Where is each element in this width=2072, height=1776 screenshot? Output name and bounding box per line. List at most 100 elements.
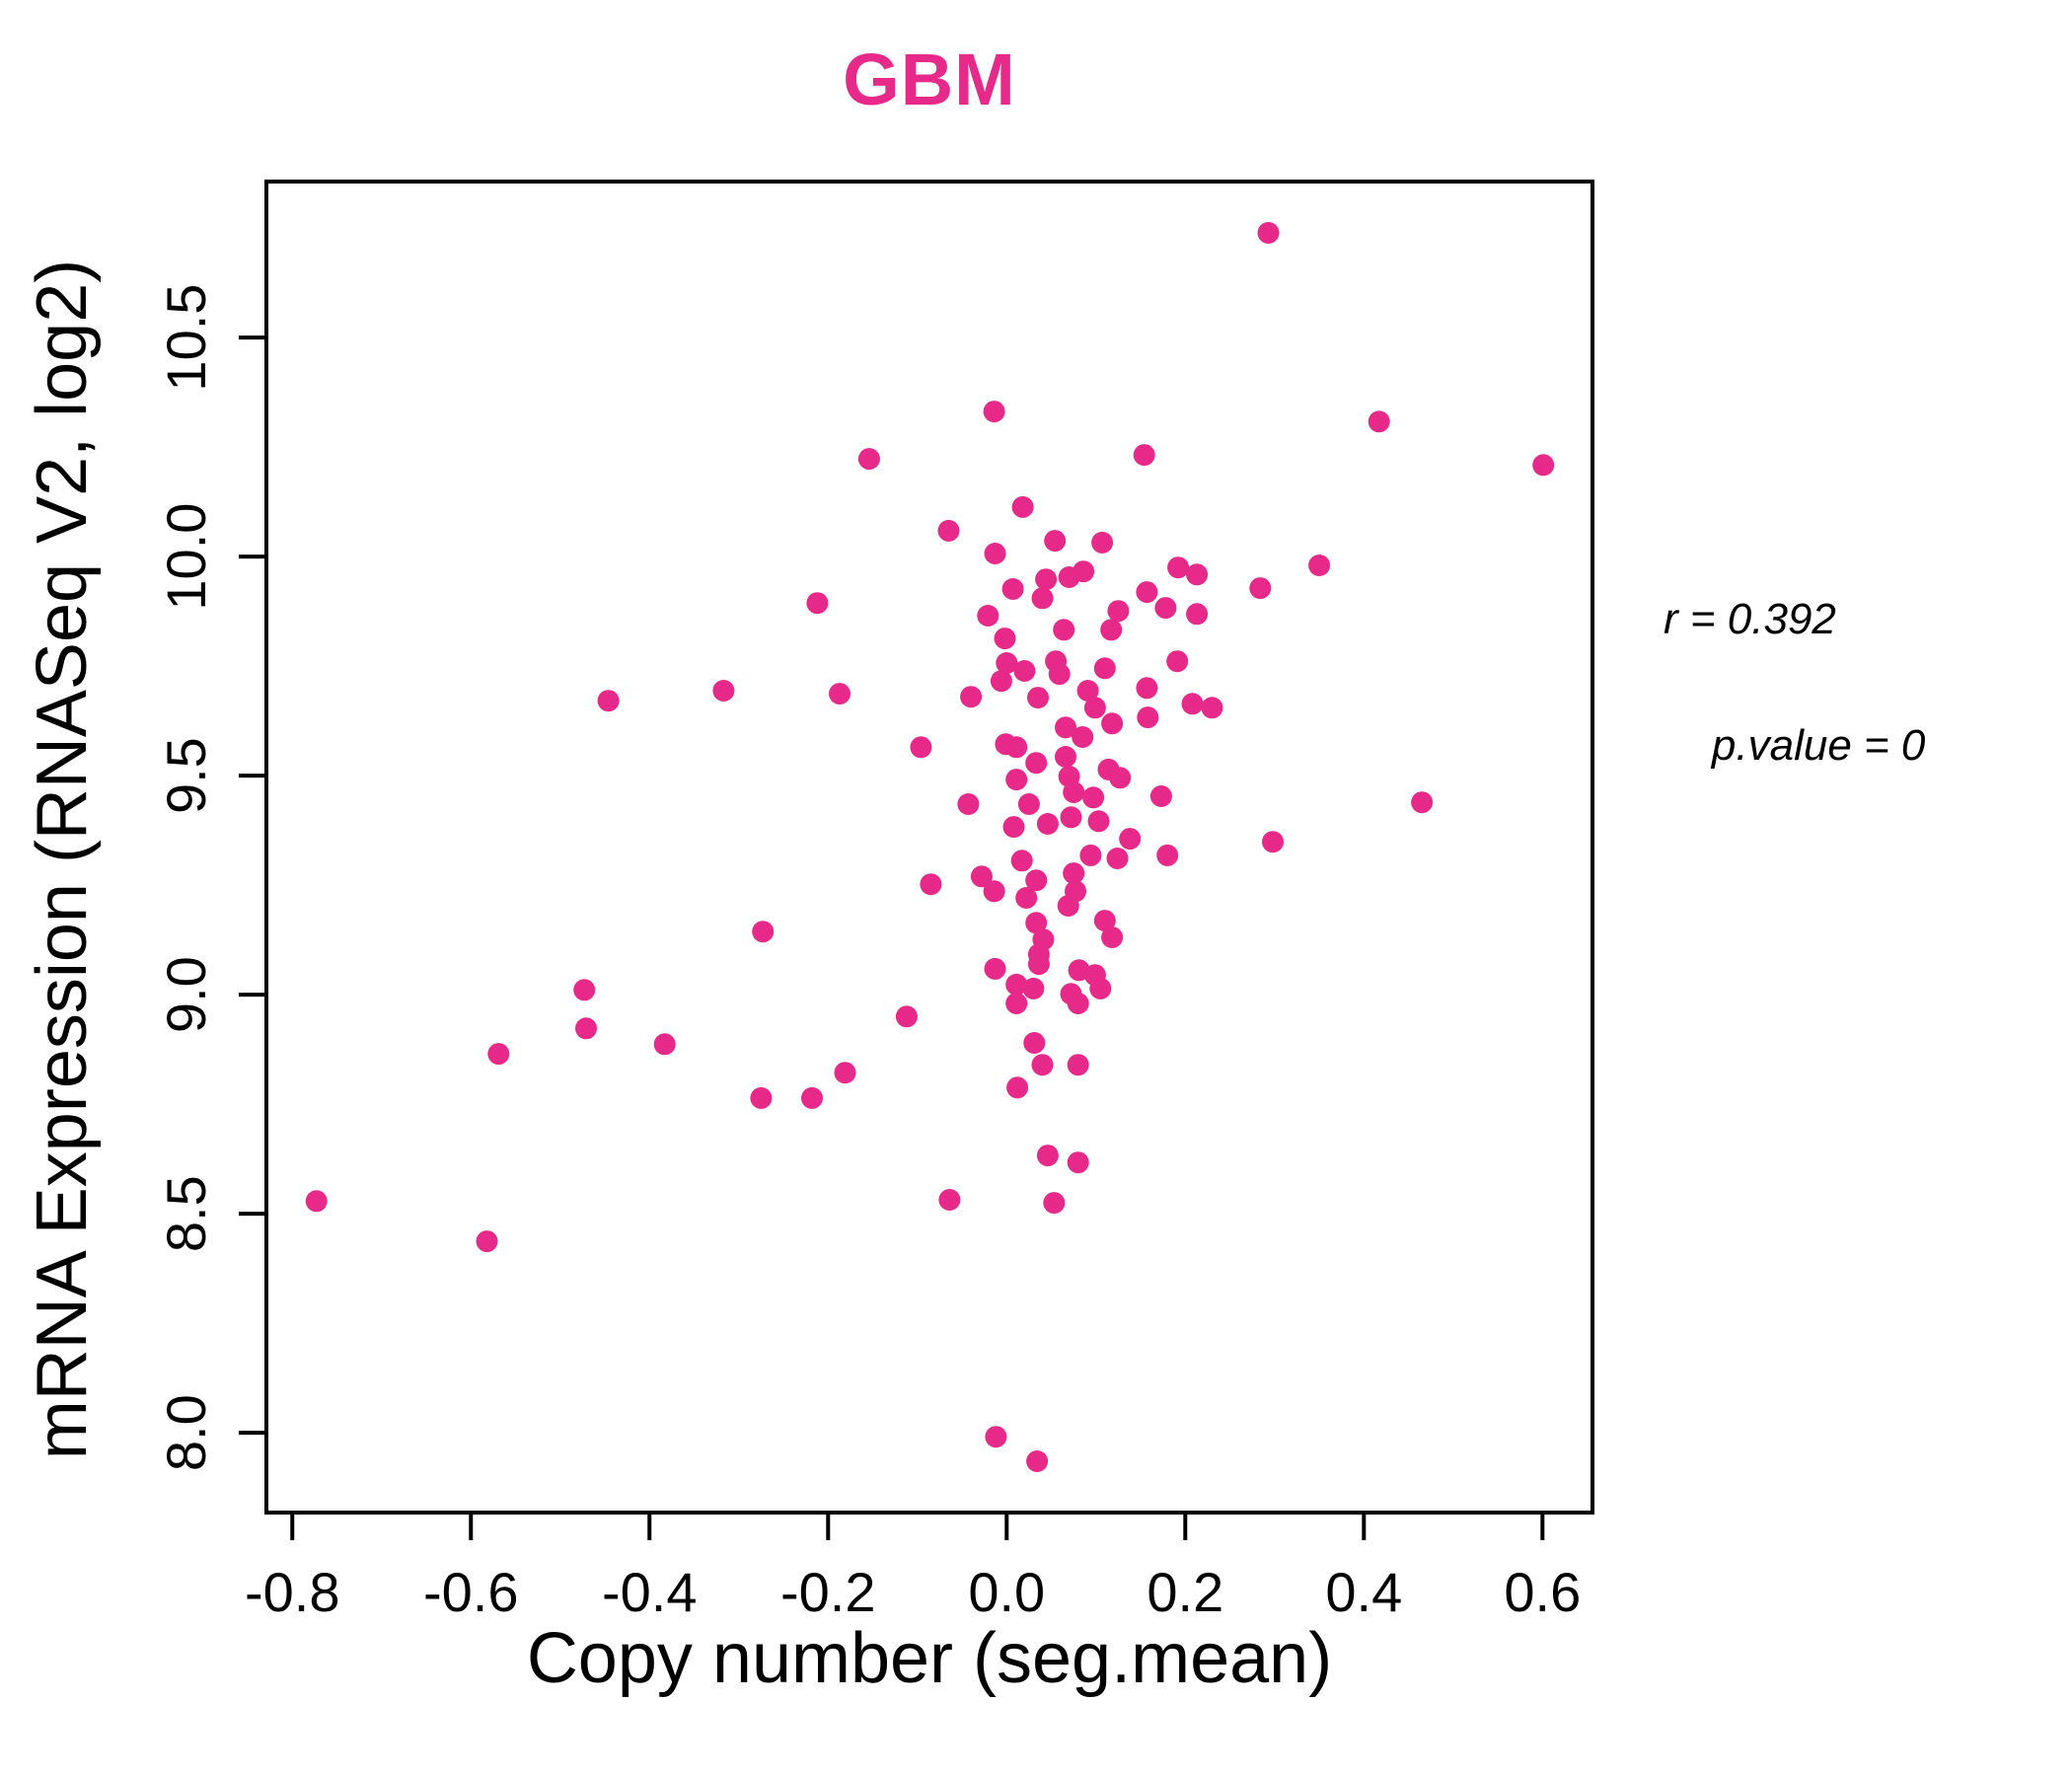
data-point	[1093, 657, 1116, 680]
data-point	[1025, 752, 1048, 775]
data-point	[1057, 895, 1079, 917]
y-tick-label: 10.0	[155, 503, 217, 611]
data-point	[1067, 1151, 1089, 1174]
data-point	[1005, 973, 1028, 996]
data-point	[1026, 1450, 1049, 1472]
data-point	[1101, 712, 1124, 735]
data-point	[1201, 697, 1223, 719]
data-point	[983, 880, 1005, 903]
data-point	[1249, 577, 1272, 600]
data-point	[573, 979, 596, 1001]
data-point	[1022, 977, 1045, 999]
data-point	[938, 1189, 961, 1211]
x-tick-label: 0.6	[1504, 1561, 1581, 1623]
data-point	[1133, 444, 1155, 467]
data-point	[983, 401, 1005, 423]
data-point	[1181, 693, 1204, 715]
data-point	[1079, 844, 1102, 866]
data-point	[1035, 568, 1058, 591]
data-point	[1100, 619, 1123, 641]
data-point	[1073, 560, 1095, 583]
data-point	[1137, 706, 1159, 729]
x-tick-label: -0.8	[245, 1561, 340, 1623]
data-point	[1166, 650, 1189, 673]
data-point	[1119, 828, 1142, 851]
data-point	[996, 652, 1018, 674]
data-point	[1411, 791, 1434, 814]
x-axis-label: Copy number (seg.mean)	[526, 1619, 1333, 1698]
data-point	[752, 921, 775, 943]
data-point	[750, 1086, 773, 1109]
data-point	[960, 686, 983, 708]
data-point	[1262, 831, 1284, 853]
data-point	[937, 519, 960, 542]
data-point	[476, 1230, 498, 1253]
y-tick-label: 10.5	[155, 284, 217, 392]
data-point	[1017, 793, 1040, 815]
x-tick-label: 0.0	[968, 1561, 1045, 1623]
data-point	[984, 543, 1006, 564]
y-axis-label: mRNA Expression (RNASeq V2, log2)	[23, 259, 102, 1460]
data-point	[1031, 1054, 1054, 1076]
data-point	[1107, 600, 1130, 623]
p-value-text: p.value = 0	[1711, 721, 1926, 770]
data-point	[1186, 603, 1209, 626]
data-point	[1015, 887, 1038, 909]
data-point	[1001, 578, 1024, 600]
data-point	[1072, 726, 1094, 748]
data-point	[806, 592, 829, 615]
data-point	[1136, 581, 1158, 604]
data-point	[1101, 926, 1124, 948]
data-point	[1010, 850, 1033, 872]
data-point	[1025, 912, 1048, 934]
data-point	[1005, 993, 1028, 1014]
data-point	[995, 733, 1017, 756]
data-point	[970, 865, 993, 888]
data-point	[1082, 786, 1105, 809]
data-point	[1023, 1032, 1046, 1054]
data-point	[920, 873, 942, 896]
data-point	[1091, 531, 1114, 554]
data-point	[1083, 697, 1106, 719]
data-point	[1067, 993, 1089, 1014]
data-point	[994, 628, 1016, 650]
data-point	[1027, 953, 1050, 976]
r-value-text: r = 0.392	[1664, 595, 1836, 643]
data-point	[1149, 785, 1172, 807]
data-point	[653, 1033, 676, 1056]
data-point	[1044, 530, 1067, 553]
data-point	[1005, 769, 1028, 791]
x-tick-label: -0.4	[602, 1561, 698, 1623]
data-point	[1067, 1054, 1089, 1076]
data-point	[1532, 454, 1555, 477]
data-point	[1154, 597, 1177, 620]
data-point	[487, 1043, 510, 1066]
data-point	[1368, 410, 1390, 433]
x-tick-label: 0.4	[1325, 1561, 1402, 1623]
x-tick-label: 0.2	[1147, 1561, 1223, 1623]
chart-title: GBM	[843, 38, 1016, 120]
data-point	[1006, 1076, 1029, 1099]
data-point	[985, 1426, 1007, 1448]
data-point	[1257, 222, 1280, 244]
data-point	[977, 605, 999, 627]
data-point	[1063, 781, 1085, 803]
data-point	[1002, 816, 1025, 839]
data-point	[575, 1017, 597, 1040]
data-point	[801, 1086, 823, 1109]
data-point	[1167, 556, 1190, 579]
data-point	[990, 670, 1012, 693]
y-tick-label: 9.5	[155, 737, 217, 814]
data-point	[1013, 660, 1036, 682]
x-tick-label: -0.6	[423, 1561, 519, 1623]
data-point	[1036, 1145, 1059, 1167]
data-point	[984, 957, 1006, 980]
data-point	[1106, 848, 1129, 869]
data-point	[1048, 663, 1071, 686]
correlation-annotation: r = 0.392 p.value = 0	[1664, 588, 1925, 841]
data-point	[1186, 563, 1209, 586]
data-point	[1053, 619, 1075, 641]
plot-frame	[264, 180, 1594, 1515]
data-point	[1011, 495, 1034, 518]
data-point	[1036, 813, 1059, 835]
